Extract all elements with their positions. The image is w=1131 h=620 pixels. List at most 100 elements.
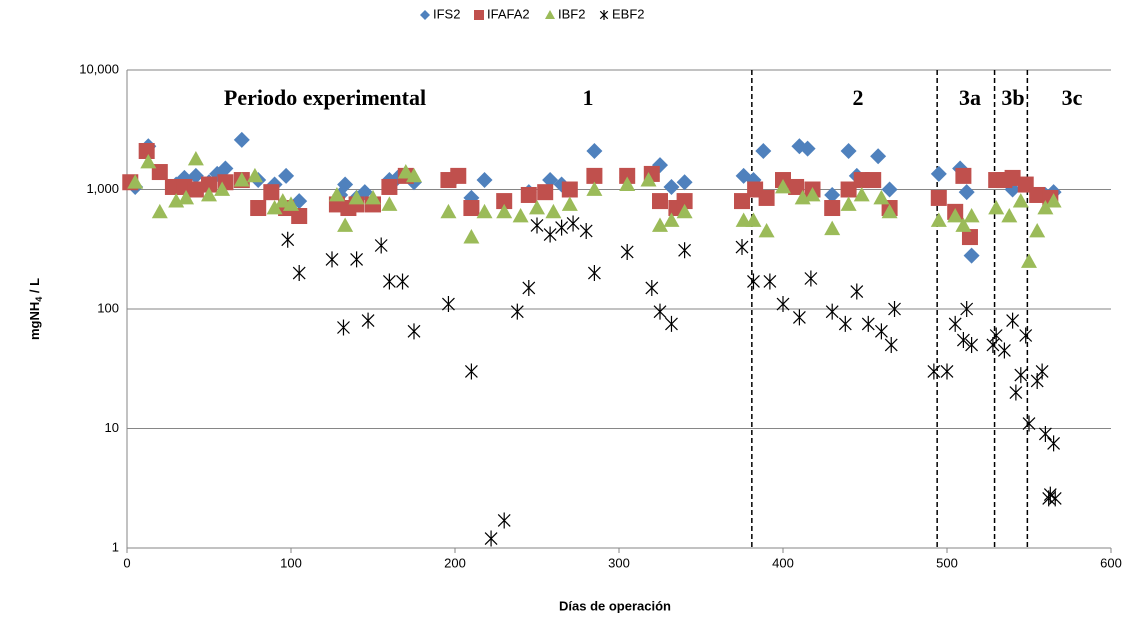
asterisk-marker	[653, 303, 667, 320]
period-label: 3b	[1001, 85, 1024, 110]
triangle-marker	[201, 186, 217, 202]
triangle-marker	[328, 186, 345, 202]
asterisk-marker	[997, 342, 1011, 359]
triangle-marker	[151, 203, 168, 219]
asterisk-marker	[281, 231, 295, 248]
y-tick-label: 10,000	[79, 61, 119, 76]
triangle-marker	[873, 189, 890, 205]
asterisk-marker	[396, 273, 409, 290]
diamond-marker	[963, 247, 980, 264]
asterisk-marker	[874, 323, 888, 340]
triangle-marker	[545, 203, 562, 219]
triangle-marker	[337, 217, 354, 232]
triangle-marker	[676, 203, 693, 219]
legend-marker	[599, 10, 609, 20]
triangle-marker	[440, 203, 457, 219]
asterisk-marker	[1014, 367, 1028, 384]
asterisk-marker	[948, 315, 962, 332]
triangle-marker	[652, 217, 668, 232]
triangle-marker	[881, 203, 898, 219]
triangle-marker	[840, 196, 857, 211]
legend-label: IBF2	[558, 6, 585, 21]
triangle-marker	[1001, 208, 1018, 223]
asterisk-marker	[464, 363, 478, 380]
triangle-marker	[1037, 200, 1054, 215]
diamond-marker	[476, 172, 493, 189]
diamond-marker	[663, 178, 680, 195]
square-marker	[586, 167, 603, 184]
y-tick-label: 1,000	[86, 181, 119, 196]
asterisk-marker	[888, 301, 901, 317]
triangle-marker	[178, 189, 195, 205]
asterisk-marker	[566, 215, 580, 232]
triangle-marker	[804, 186, 821, 202]
period-label: 1	[583, 85, 594, 110]
period-label: 2	[853, 85, 864, 110]
asterisk-marker	[927, 363, 941, 380]
square-marker	[187, 181, 204, 198]
diamond-marker	[840, 142, 857, 159]
diamond-marker	[958, 184, 975, 201]
asterisk-marker	[361, 312, 375, 329]
triangle-marker	[963, 208, 980, 223]
triangle-marker	[1012, 193, 1029, 208]
asterisk-marker	[1009, 384, 1023, 401]
legend-label: IFS2	[433, 6, 460, 21]
triangle-marker	[775, 178, 791, 194]
asterisk-marker	[825, 303, 839, 320]
asterisk-marker	[350, 251, 364, 268]
square-marker	[496, 193, 513, 210]
square-marker	[652, 193, 668, 210]
diamond-marker	[870, 148, 887, 165]
x-tick-label: 500	[936, 555, 958, 570]
square-marker	[463, 200, 480, 217]
triangle-marker	[955, 217, 972, 232]
triangle-marker	[214, 181, 231, 196]
y-tick-label: 10	[105, 420, 119, 435]
asterisk-marker	[965, 336, 979, 353]
asterisk-marker	[763, 273, 777, 290]
asterisk-marker	[792, 309, 806, 326]
period-label: 3a	[959, 85, 981, 110]
triangle-marker	[406, 167, 422, 183]
y-label-part: / L	[27, 278, 42, 297]
diamond-marker	[881, 181, 898, 198]
asterisk-marker	[522, 279, 536, 296]
triangle-marker	[947, 208, 964, 223]
square-marker	[561, 181, 578, 198]
triangle-marker	[745, 212, 762, 227]
square-marker	[381, 178, 398, 195]
x-tick-label: 0	[123, 555, 130, 570]
asterisk-marker	[645, 279, 659, 296]
diamond-marker	[356, 184, 373, 201]
legend-marker	[545, 10, 555, 19]
asterisk-marker	[1022, 415, 1036, 432]
square-marker	[291, 208, 308, 225]
asterisk-marker	[986, 336, 1000, 353]
triangle-marker	[1029, 222, 1046, 238]
square-marker	[263, 184, 280, 201]
triangle-marker	[266, 200, 283, 215]
square-marker	[758, 189, 775, 206]
legend-label: IFAFA2	[487, 6, 530, 21]
x-axis-label: Días de operación	[559, 598, 671, 613]
asterisk-marker	[555, 219, 569, 236]
square-marker	[930, 189, 947, 206]
asterisk-marker	[407, 323, 421, 340]
square-marker	[250, 200, 267, 217]
asterisk-marker	[579, 222, 593, 239]
triangle-marker	[381, 196, 398, 211]
triangle-marker	[988, 200, 1005, 215]
x-tick-label: 100	[280, 555, 302, 570]
asterisk-marker	[850, 283, 864, 300]
x-tick-label: 200	[444, 555, 466, 570]
asterisk-marker	[497, 512, 511, 529]
legend-marker	[474, 10, 484, 20]
triangle-marker	[930, 212, 947, 227]
square-marker	[537, 184, 554, 201]
asterisk-marker	[989, 327, 1003, 344]
asterisk-marker	[747, 273, 760, 290]
period-label: 3c	[1062, 85, 1083, 110]
